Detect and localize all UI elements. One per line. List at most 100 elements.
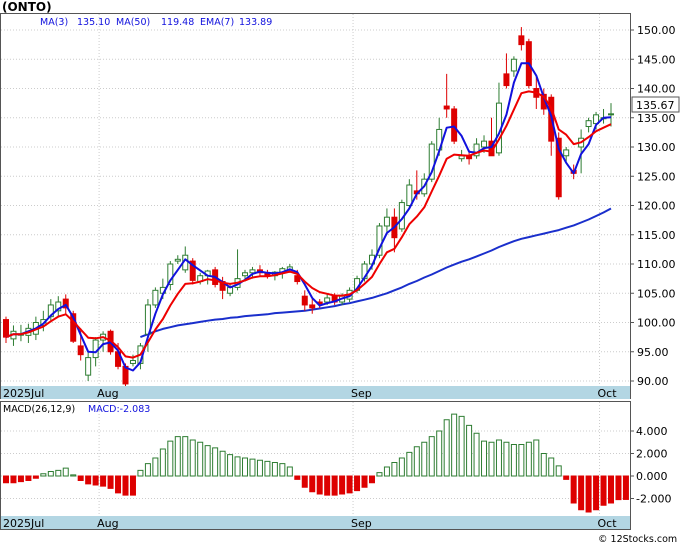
price-badge-box xyxy=(631,96,680,113)
price-tick-label: 105.00 xyxy=(637,287,676,300)
macd-axis: -2.000 0.000 2.000 4.000 xyxy=(630,425,671,506)
macd-bar xyxy=(204,445,211,477)
macd-bar xyxy=(428,436,435,477)
macd-bar xyxy=(234,456,241,477)
price-tick-label: 110.00 xyxy=(637,258,676,271)
price-tick-label: 120.00 xyxy=(637,200,676,213)
macd-tick-label: 2.000 xyxy=(636,448,668,461)
price-tick-label: 140.00 xyxy=(637,83,676,96)
ma50-line xyxy=(140,207,612,339)
macd-bar xyxy=(443,419,450,477)
candles-layer xyxy=(3,27,614,390)
macd-bar xyxy=(316,475,323,495)
candle-body xyxy=(503,73,510,87)
candle-body xyxy=(174,258,181,262)
month-label: Aug xyxy=(97,387,118,400)
macd-bar xyxy=(77,475,84,481)
macd-bar xyxy=(137,469,144,477)
candle-body xyxy=(92,339,99,359)
macd-bar xyxy=(413,446,420,477)
candle-body xyxy=(77,345,84,356)
candle-body xyxy=(383,216,390,227)
macd-bar xyxy=(122,475,129,496)
macd-bar xyxy=(219,450,226,477)
macd-bar xyxy=(309,475,316,493)
macd-bar xyxy=(189,439,196,477)
candle-body xyxy=(518,35,525,46)
ema7-label: EMA(7) xyxy=(200,17,234,28)
ma3-value: 135.10 xyxy=(77,17,110,28)
candle-body xyxy=(428,143,435,180)
macd-bar xyxy=(17,475,24,483)
macd-bar xyxy=(555,465,562,477)
macd-bar xyxy=(242,457,249,477)
price-tick-label: 100.00 xyxy=(637,317,676,330)
candle-body xyxy=(324,297,331,303)
macd-bar xyxy=(85,475,92,485)
price-tick-label: 115.00 xyxy=(637,229,676,242)
candle-body xyxy=(301,295,308,306)
macd-bar xyxy=(167,440,174,477)
ema7-line xyxy=(5,90,612,359)
macd-bar xyxy=(301,475,308,488)
macd-bar xyxy=(503,441,510,477)
price-axis: 90.00 95.00 100.00 105.00 110.00 115.00 120.00… xyxy=(630,24,676,388)
month-label: 2025Jul xyxy=(3,517,44,530)
month-labels-top: 2025Jul Aug Sep Oct xyxy=(3,387,617,400)
macd-bar xyxy=(107,475,114,489)
macd-bar xyxy=(174,436,181,477)
macd-bar xyxy=(608,475,614,504)
macd-bar xyxy=(10,475,17,484)
price-badge: 135.67 xyxy=(636,99,675,112)
macd-bar xyxy=(570,475,577,504)
price-grid xyxy=(1,14,630,386)
candle-body xyxy=(85,357,92,376)
macd-bar xyxy=(406,451,413,477)
candle-body xyxy=(55,301,62,312)
price-tick-label: 90.00 xyxy=(637,375,669,388)
candle-body xyxy=(510,58,517,72)
macd-bar xyxy=(473,432,480,477)
price-tick-label: 150.00 xyxy=(637,24,676,37)
price-tick-label: 145.00 xyxy=(637,53,676,66)
candle-body xyxy=(563,149,570,157)
ticker-title: (ONTO) xyxy=(2,0,52,14)
ma50-label: MA(50) xyxy=(116,17,150,28)
macd-bar xyxy=(622,475,629,500)
macd-bar xyxy=(40,473,47,477)
ma50-value: 119.48 xyxy=(161,17,194,28)
macd-bar xyxy=(593,475,600,511)
macd-bar xyxy=(540,453,547,477)
macd-tick-label: 0.000 xyxy=(636,470,668,483)
macd-bar xyxy=(212,447,219,477)
macd-bar xyxy=(383,466,390,477)
macd-bar xyxy=(70,474,77,477)
candle-body xyxy=(62,298,69,309)
ma3-label: MA(3) xyxy=(40,17,68,28)
candle-body xyxy=(152,289,159,306)
month-labels-bottom: 2025Jul Aug Sep Oct xyxy=(3,517,617,530)
macd-bar xyxy=(481,440,488,477)
macd-bar xyxy=(533,439,540,477)
macd-panel-frame xyxy=(0,401,631,530)
ma50-layer xyxy=(140,207,612,339)
macd-label: MACD(26,12,9) xyxy=(3,404,75,415)
candle-body xyxy=(3,319,9,338)
macd-bar xyxy=(361,475,368,488)
macd-bar xyxy=(488,441,495,477)
candle-body xyxy=(608,113,614,116)
candle-body xyxy=(376,225,383,256)
candle-body xyxy=(309,304,316,309)
macd-bar xyxy=(152,457,159,477)
price-tick-label: 130.00 xyxy=(637,141,676,154)
macd-bar xyxy=(25,475,32,481)
macd-bar xyxy=(600,475,607,506)
month-label: Sep xyxy=(351,387,372,400)
macd-bar xyxy=(227,454,234,477)
macd-bar xyxy=(548,457,555,477)
candle-body xyxy=(167,263,174,285)
watermark: © 12Stocks.com xyxy=(598,534,677,545)
candle-body xyxy=(473,143,480,157)
macd-bar xyxy=(331,475,338,496)
macd-bar xyxy=(129,475,136,496)
